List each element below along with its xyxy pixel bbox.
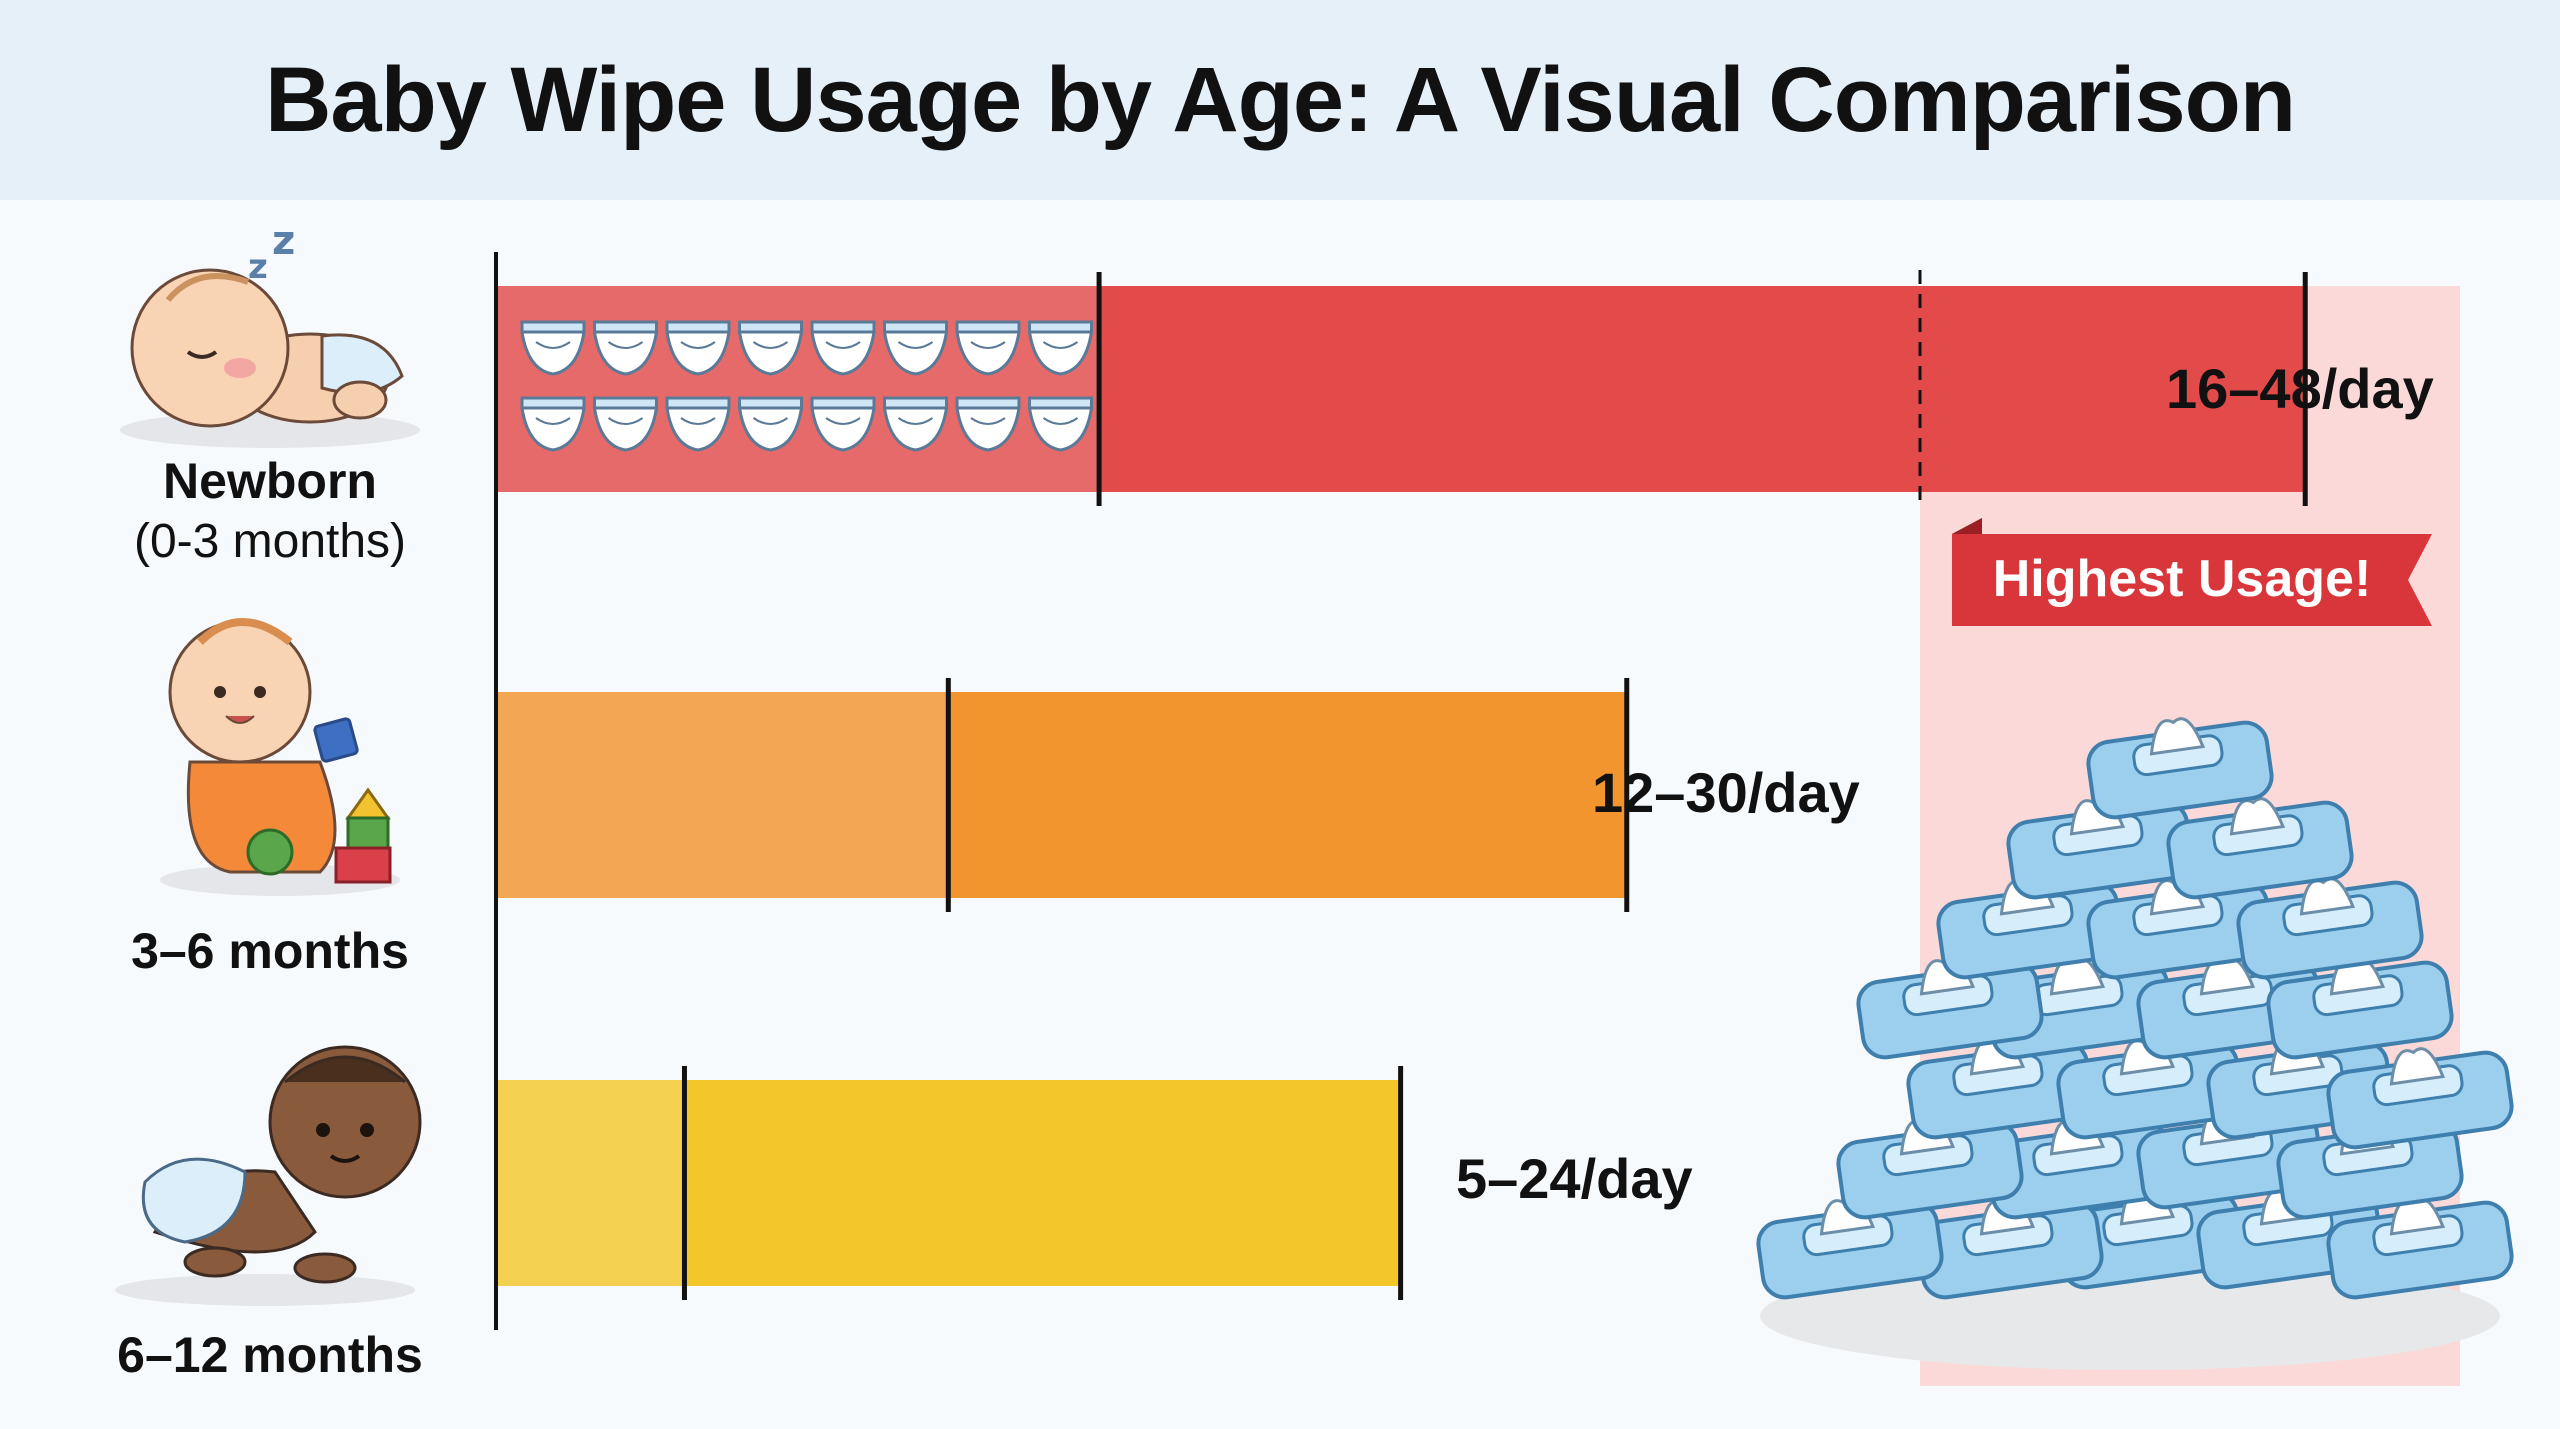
wipe-pack-icon bbox=[2326, 1197, 2514, 1300]
svg-text:z: z bbox=[248, 247, 268, 287]
age-group-range: (0-3 months) bbox=[133, 515, 407, 568]
diaper-icon bbox=[593, 320, 658, 376]
range-label-6-12-months: 5–24/day bbox=[1456, 1147, 1693, 1210]
age-label-3-6-months: 3–6 months bbox=[50, 922, 490, 980]
age-label-6-12-months: 6–12 months bbox=[50, 1326, 490, 1384]
bar-base-3-6-months bbox=[496, 692, 949, 898]
bar-range-6-12-months bbox=[684, 1080, 1401, 1286]
diaper-icon bbox=[738, 320, 803, 376]
diaper-icon bbox=[810, 396, 876, 452]
bar-range-3-6-months bbox=[948, 692, 1627, 898]
diaper-icon bbox=[665, 396, 731, 452]
wipe-pack-icon bbox=[2166, 797, 2354, 900]
wipe-pack-pile-icon bbox=[1756, 717, 2514, 1300]
diaper-icon bbox=[738, 396, 803, 452]
bar-base-newborn bbox=[496, 286, 1100, 492]
diaper-icon bbox=[883, 320, 948, 376]
wipe-pack-icon bbox=[1986, 1117, 2174, 1220]
range-label-3-6-months: 12–30/day bbox=[1592, 761, 1860, 824]
range-label-newborn: 16–48/day bbox=[2166, 357, 2434, 420]
age-group-name: 3–6 months bbox=[131, 923, 409, 979]
diaper-icon bbox=[1028, 396, 1093, 452]
age-group-name: Newborn bbox=[163, 453, 377, 509]
wipe-pack-icon bbox=[1906, 1037, 2094, 1140]
svg-text:z: z bbox=[272, 218, 295, 264]
diaper-icon bbox=[1028, 320, 1093, 376]
diaper-icon bbox=[955, 320, 1021, 376]
age-group-name: 6–12 months bbox=[117, 1327, 423, 1383]
ribbon-shape bbox=[1952, 518, 2432, 626]
bar-range-newborn bbox=[1099, 286, 2306, 492]
bar-base-6-12-months bbox=[496, 1080, 685, 1286]
diaper-icon bbox=[520, 320, 586, 376]
wipe-pack-icon bbox=[2326, 1047, 2514, 1150]
diaper-icon bbox=[520, 396, 586, 452]
highest-usage-callout: Highest Usage! bbox=[1952, 518, 2432, 628]
wipe-pack-icon bbox=[2086, 717, 2274, 820]
callout-text: Highest Usage! bbox=[1992, 550, 2372, 608]
diaper-icon bbox=[810, 320, 876, 376]
diaper-icon bbox=[593, 396, 658, 452]
wipe-pack-icon bbox=[1936, 877, 2124, 980]
title-bar: Baby Wipe Usage by Age: A Visual Compari… bbox=[0, 0, 2560, 200]
chart-title: Baby Wipe Usage by Age: A Visual Compari… bbox=[264, 48, 2296, 151]
wipe-pack-icon bbox=[2236, 877, 2424, 980]
diaper-icon bbox=[955, 396, 1021, 452]
diaper-icon bbox=[883, 396, 948, 452]
diaper-icon bbox=[665, 320, 731, 376]
sleeping-baby-icon: z z bbox=[120, 218, 420, 448]
sitting-baby-icon bbox=[160, 618, 400, 896]
crawling-baby-icon bbox=[115, 1045, 422, 1306]
wipe-pack-icon bbox=[2056, 1037, 2244, 1140]
age-label-newborn: Newborn (0-3 months) bbox=[50, 452, 490, 569]
